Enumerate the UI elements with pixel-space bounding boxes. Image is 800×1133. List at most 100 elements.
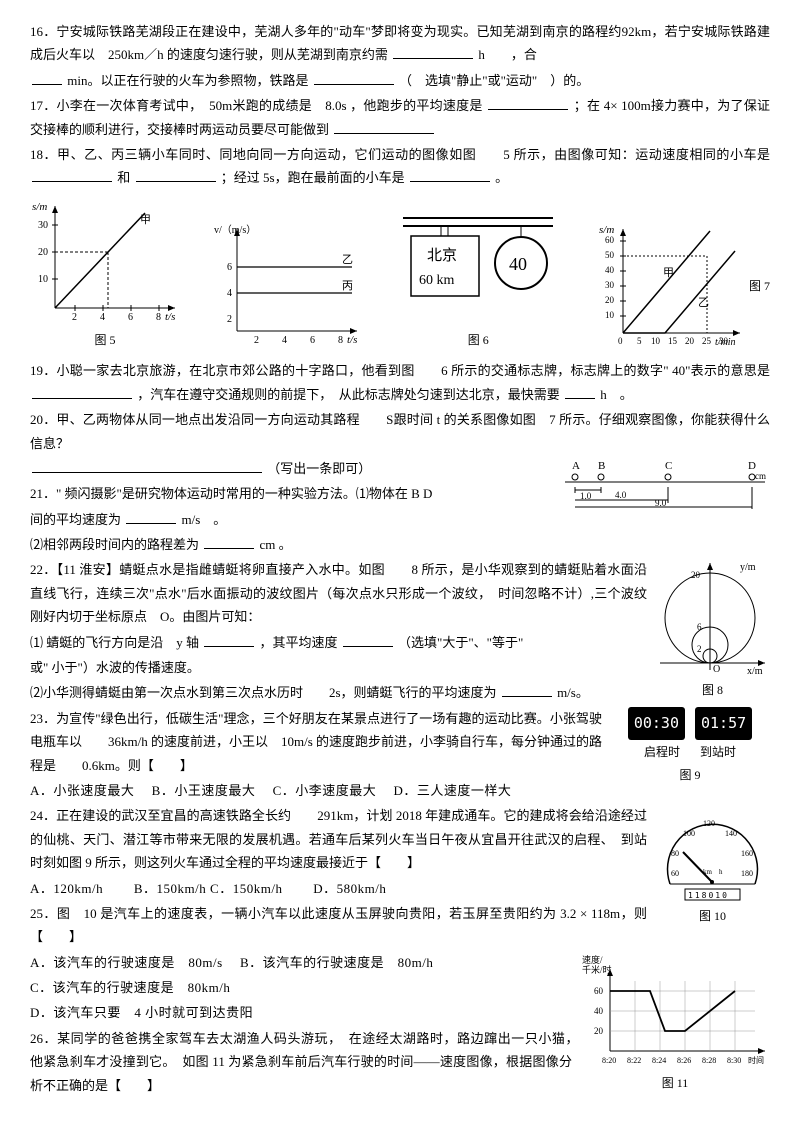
svg-text:30: 30: [605, 280, 615, 290]
q23-a: A．小张速度最大: [30, 783, 134, 798]
svg-text:8:26: 8:26: [677, 1056, 691, 1065]
q18-t2: 和: [117, 170, 130, 185]
blank[interactable]: [314, 72, 394, 85]
fig6-box: 北京 60 km 40 图 6: [393, 208, 563, 352]
svg-text:x/m: x/m: [747, 666, 763, 677]
q22-t7: m/s。: [557, 685, 589, 700]
blank[interactable]: [502, 684, 552, 697]
blank[interactable]: [488, 97, 568, 110]
fig10-gauge: 60 80 100 120 140 160 180 km h 118010: [655, 804, 770, 904]
figBD-box: A B C D cm 1.0 4.0 9.0: [560, 457, 770, 512]
q21c: ⑵相邻两段时间内的路程差为 cm 。: [30, 533, 770, 556]
svg-text:O: O: [713, 664, 720, 675]
svg-text:km: km: [703, 868, 713, 876]
blank[interactable]: [126, 511, 176, 524]
fig7-caption: 图 7: [749, 276, 770, 298]
svg-text:t/s: t/s: [165, 311, 175, 323]
q20: 20．甲、乙两物体从同一地点出发沿同一方向运动其路程 S跟时间 t 的关系图像如…: [30, 408, 770, 455]
svg-text:乙: 乙: [698, 296, 709, 309]
svg-text:6: 6: [128, 312, 133, 323]
q22-t3: ，其平均速度: [260, 635, 338, 650]
fig9-l2: 到站时: [700, 742, 736, 764]
svg-text:20: 20: [605, 295, 615, 305]
svg-text:9.0: 9.0: [655, 498, 667, 508]
svg-text:6: 6: [310, 335, 315, 346]
svg-text:160: 160: [741, 849, 753, 858]
fig9-caption: 图 9: [679, 765, 700, 787]
figure-row-1: s/m t/s 30 20 10 2 4 6 8 甲 图 5: [30, 198, 770, 352]
svg-text:20: 20: [594, 1026, 604, 1036]
svg-text:千米/时: 千米/时: [582, 964, 612, 975]
svg-text:118010: 118010: [688, 891, 729, 900]
blank[interactable]: [32, 460, 262, 473]
q19: 19．小聪一家去北京旅游，在北京市郊公路的十字路口，他看到图 6 所示的交通标志…: [30, 359, 770, 406]
blank[interactable]: [32, 386, 132, 399]
q21-t1: 21．" 频闪摄影"是研究物体运动时常用的一种实验方法。⑴物体在 B D: [30, 486, 432, 501]
svg-text:100: 100: [683, 829, 695, 838]
q16: 16．宁安城际铁路芜湖段正在建设中，芜湖人多年的"动车"梦即将变为现实。已知芜湖…: [30, 20, 770, 67]
svg-text:C: C: [665, 460, 672, 472]
q25-d: D．该汽车只要 4 小时就可到达贵阳: [30, 1005, 253, 1020]
fig8-chart: y/m x/m 20 6 2 O: [655, 558, 770, 678]
fig5b-chart: v/（m/s） t/s 6 4 2 2 4 6 8 乙 丙: [212, 221, 362, 351]
fig6-caption: 图 6: [468, 330, 489, 352]
q22-t4: （选填"大于"、"等于": [398, 635, 523, 650]
blank[interactable]: [32, 72, 62, 85]
figBD-ruler: A B C D cm 1.0 4.0 9.0: [560, 457, 770, 512]
svg-text:h: h: [719, 868, 723, 876]
svg-text:0: 0: [618, 336, 623, 346]
svg-text:60: 60: [605, 235, 615, 245]
svg-text:60: 60: [594, 986, 604, 996]
svg-text:丙: 丙: [342, 280, 353, 292]
fig5-chart: s/m t/s 30 20 10 2 4 6 8 甲: [30, 198, 180, 328]
svg-text:5: 5: [637, 336, 642, 346]
svg-text:s/m: s/m: [32, 201, 47, 213]
q26-t1: 26．某同学的爸爸携全家驾车去太湖渔人码头游玩， 在途经太湖路时，路边蹿出一只小…: [30, 1031, 585, 1093]
svg-text:120: 120: [703, 819, 715, 828]
blank[interactable]: [204, 536, 254, 549]
fig7-box: s/m t/min 60 50 40 30 20 10 0 5 10 15 20…: [595, 221, 770, 351]
q24-t1: 24．正在建设的武汉至宜昌的高速铁路全长约 291km，计划 2018 年建成通…: [30, 808, 647, 870]
blank[interactable]: [136, 169, 216, 182]
svg-text:10: 10: [605, 310, 615, 320]
svg-text:A: A: [572, 460, 580, 472]
svg-text:甲: 甲: [140, 214, 151, 226]
q23-c: C．小李速度最大: [273, 783, 377, 798]
q19-t1: 19．小聪一家去北京旅游，在北京市郊公路的十字路口，他看到图 6 所示的交通标志…: [30, 363, 770, 378]
blank[interactable]: [32, 169, 112, 182]
blank[interactable]: [204, 634, 254, 647]
svg-text:30: 30: [38, 220, 48, 231]
q25-b: B．该汽车的行驶速度是 80m/h: [240, 955, 433, 970]
svg-text:60: 60: [671, 869, 679, 878]
q22-t5: 或" 小于"）水波的传播速度。: [30, 660, 200, 675]
blank[interactable]: [343, 634, 393, 647]
q25-a: A．该汽车的行驶速度是 80m/s: [30, 955, 223, 970]
clock2: 01:57: [695, 707, 752, 740]
blank[interactable]: [334, 121, 434, 134]
clock1: 00:30: [628, 707, 685, 740]
fig7-chart: s/m t/min 60 50 40 30 20 10 0 5 10 15 20…: [595, 221, 745, 351]
q21-t3: m/s 。: [182, 512, 227, 527]
svg-text:2: 2: [254, 335, 259, 346]
q23-t1: 23．为宣传"绿色出行，低碳生活"理念，三个好朋友在某景点进行了一场有趣的运动比…: [30, 711, 602, 773]
svg-text:cm: cm: [755, 471, 766, 481]
blank[interactable]: [393, 46, 473, 59]
fig9-l1: 启程时: [644, 742, 680, 764]
fig11-box: 速度/ 千米/时 60 40 20 8:20 8:22 8:24 8:26 8:…: [580, 951, 770, 1095]
q25-t1: 25．图 10 是汽车上的速度表，一辆小汽车以此速度从玉屏驶向贵阳，若玉屏至贵阳…: [30, 906, 647, 944]
svg-text:40: 40: [509, 254, 527, 274]
q18-t1: 18．甲、乙、丙三辆小车同时、同地向同一方向运动，它们运动的图像如图 5 所示，…: [30, 147, 770, 162]
q22-t6: ⑵小华测得蜻蜓由第一次点水到第三次点水历时 2s，则蜻蜓飞行的平均速度为: [30, 685, 497, 700]
blank[interactable]: [565, 386, 595, 399]
svg-text:80: 80: [671, 849, 679, 858]
fig8-caption: 图 8: [702, 680, 723, 702]
blank[interactable]: [410, 169, 490, 182]
svg-text:时间: 时间: [748, 1055, 764, 1065]
svg-text:20: 20: [691, 570, 701, 580]
svg-text:8:24: 8:24: [652, 1056, 666, 1065]
fig11-chart: 速度/ 千米/时 60 40 20 8:20 8:22 8:24 8:26 8:…: [580, 951, 770, 1071]
q22-t2: ⑴ 蜻蜓的飞行方向是沿 y 轴: [30, 635, 199, 650]
fig8-box: y/m x/m 20 6 2 O 图 8: [655, 558, 770, 702]
svg-text:4: 4: [227, 288, 232, 299]
svg-text:4.0: 4.0: [615, 490, 627, 500]
